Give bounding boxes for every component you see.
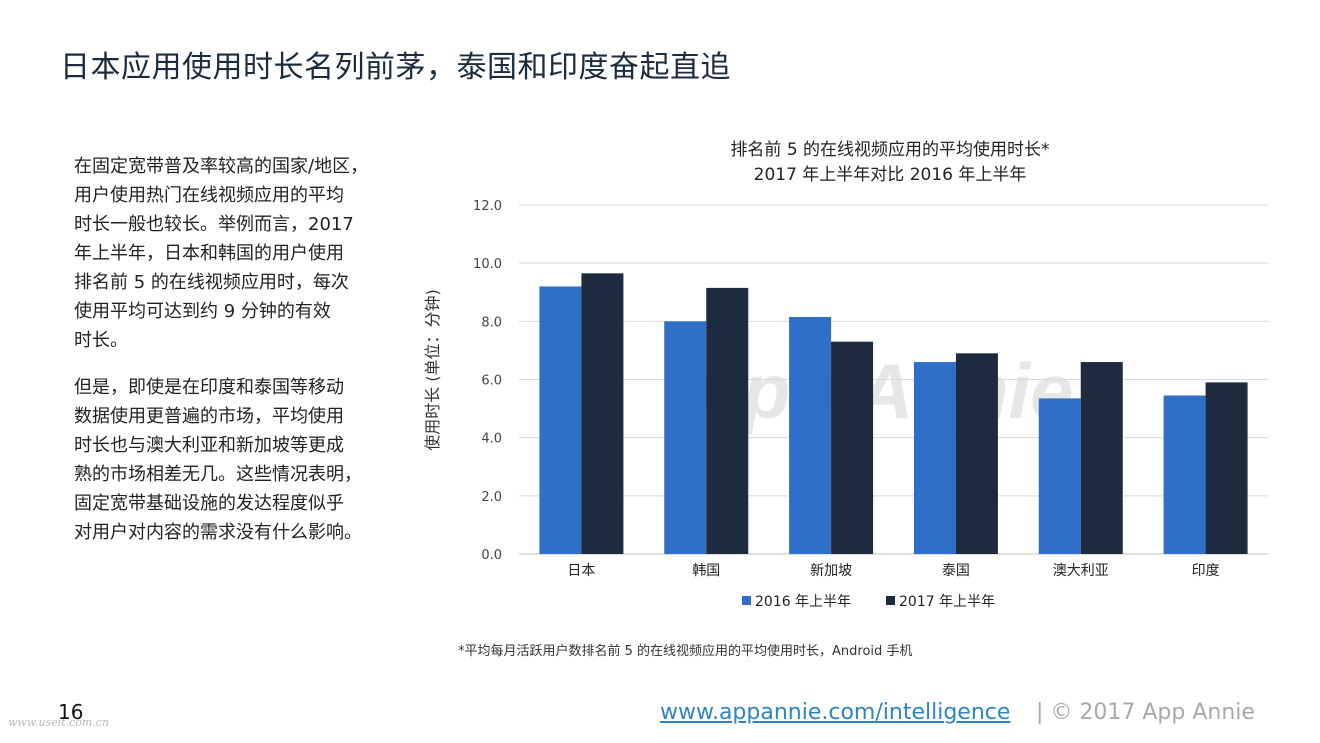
bar	[706, 287, 749, 554]
bar	[789, 316, 832, 554]
x-tick-label: 澳大利亚	[1053, 563, 1109, 579]
page-title: 日本应用使用时长名列前茅，泰国和印度奋起直追	[60, 50, 731, 85]
y-tick-label: 8.0	[481, 315, 502, 330]
legend-swatch	[742, 596, 751, 605]
y-tick-label: 12.0	[473, 199, 502, 214]
paragraph-line: 固定宽带基础设施的发达程度似乎	[74, 493, 344, 514]
x-tick-label: 印度	[1192, 563, 1220, 579]
bar	[1080, 362, 1123, 554]
bar	[539, 286, 582, 554]
copyright-text: | © 2017 App Annie	[1036, 700, 1255, 725]
paragraph-line: 熟的市场相差无几。这些情况表明，	[74, 464, 362, 485]
chart-title: 排名前 5 的在线视频应用的平均使用时长* 2017 年上半年对比 2016 年…	[640, 138, 1140, 188]
paragraph-line: 时长一般也较长。举例而言，2017	[74, 214, 354, 235]
legend-label: 2016 年上半年	[755, 594, 851, 610]
chart-watermark: App Annie	[684, 347, 1073, 435]
bar	[1038, 398, 1081, 554]
intro-paragraph: 在固定宽带普及率较高的国家/地区， 用户使用热门在线视频应用的平均 时长一般也较长。…	[74, 152, 404, 355]
paragraph-line: 排名前 5 的在线视频应用时，每次	[74, 272, 349, 293]
x-tick-label: 韩国	[692, 563, 720, 579]
y-tick-label: 0.0	[481, 548, 502, 563]
legend-swatch	[886, 596, 895, 605]
y-tick-label: 2.0	[481, 490, 502, 505]
legend-label: 2017 年上半年	[899, 594, 995, 610]
paragraph-line: 使用平均可达到约 9 分钟的有效	[74, 301, 331, 322]
paragraph-line: 时长。	[74, 330, 128, 351]
y-axis-label: 使用时长 (单位：分钟)	[423, 289, 442, 451]
bar	[831, 341, 874, 554]
x-tick-label: 新加坡	[810, 563, 852, 579]
site-watermark: www.useit.com.cn	[8, 716, 110, 729]
paragraph-line: 数据使用更普遍的市场，平均使用	[74, 406, 344, 427]
paragraph-line: 在固定宽带普及率较高的国家/地区，	[74, 156, 369, 177]
paragraph-line: 但是，即使是在印度和泰国等移动	[74, 377, 344, 398]
paragraph-line: 年上半年，日本和韩国的用户使用	[74, 243, 344, 264]
bar	[913, 362, 956, 554]
x-tick-label: 日本	[567, 563, 595, 579]
paragraph-line: 用户使用热门在线视频应用的平均	[74, 185, 344, 206]
bar	[1163, 395, 1206, 554]
analysis-paragraph: 但是，即使是在印度和泰国等移动 数据使用更普遍的市场，平均使用 时长也与澳大利亚和新…	[74, 373, 404, 547]
y-tick-label: 10.0	[473, 257, 502, 272]
bar	[955, 353, 998, 554]
chart-title-line-2: 2017 年上半年对比 2016 年上半年	[753, 165, 1027, 185]
paragraph-line: 对用户对内容的需求没有什么影响。	[74, 522, 362, 543]
appannie-intelligence-link[interactable]: www.appannie.com/intelligence	[660, 700, 1011, 725]
bar	[581, 273, 624, 554]
bar	[664, 321, 707, 554]
bar	[1205, 382, 1248, 554]
paragraph-line: 时长也与澳大利亚和新加坡等更成	[74, 435, 344, 456]
x-tick-label: 泰国	[942, 563, 970, 579]
chart-footnote: *平均每月活跃用户数排名前 5 的在线视频应用的平均使用时长，Android 手…	[458, 644, 913, 659]
chart-title-line-1: 排名前 5 的在线视频应用的平均使用时长*	[730, 140, 1050, 160]
y-tick-label: 4.0	[481, 432, 502, 447]
page-number: 16	[58, 700, 84, 724]
y-tick-label: 6.0	[481, 374, 502, 389]
